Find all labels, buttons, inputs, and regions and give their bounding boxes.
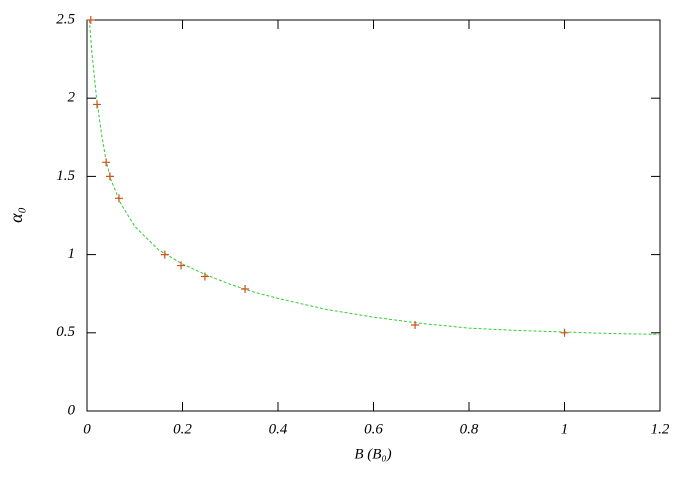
data-point (160, 250, 169, 259)
data-point (102, 158, 111, 167)
data-point (560, 328, 569, 337)
y-tick-label: 0 (68, 402, 76, 418)
x-tick-label: 0.4 (269, 421, 288, 437)
y-axis-label: α₀ (6, 207, 26, 223)
data-point (177, 261, 186, 270)
y-tick-label: 2 (68, 90, 76, 106)
data-point (93, 100, 102, 109)
data-point (241, 285, 250, 294)
data-point (411, 320, 420, 329)
x-tick-label: 0.2 (173, 421, 192, 437)
y-tick-label: 0.5 (56, 324, 75, 340)
x-tick-label: 0.8 (460, 421, 479, 437)
plot-frame (86, 19, 661, 412)
y-tick-label: 1.5 (56, 168, 75, 184)
data-point (200, 272, 209, 281)
data-point (86, 16, 95, 24)
x-tick-label: 1 (561, 421, 569, 437)
data-point (114, 194, 123, 203)
x-tick-label: 0 (83, 421, 91, 437)
data-point (105, 172, 114, 181)
x-tick-label: 1.2 (651, 421, 670, 437)
y-tick-label: 1 (68, 246, 76, 262)
x-axis-label: B (B₀) (354, 446, 391, 462)
y-tick-label: 2.5 (56, 11, 75, 27)
x-tick-label: 0.6 (364, 421, 383, 437)
fit-curve (88, 19, 661, 335)
